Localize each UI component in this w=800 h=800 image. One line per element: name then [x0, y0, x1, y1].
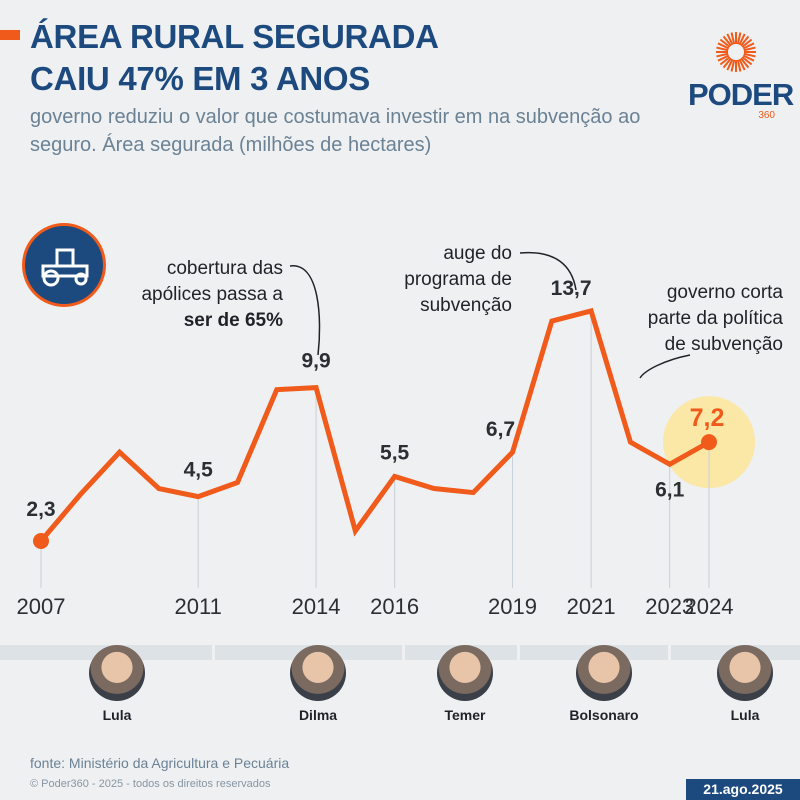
annotation-text: apólices passa a: [141, 284, 283, 305]
president-name: Lula: [102, 707, 132, 723]
president-temer: Temer: [410, 645, 520, 723]
date-badge: 21.ago.2025: [686, 779, 800, 800]
page-title: ÁREA RURAL SEGURADA CAIU 47% EM 3 ANOS: [30, 16, 439, 100]
source: fonte: Ministério da Agricultura e Pecuá…: [30, 755, 290, 771]
annotation-connector: [639, 354, 691, 379]
avatar: [576, 645, 632, 701]
data-label: 6,1: [655, 478, 685, 501]
annotation-text: cobertura das: [167, 258, 283, 279]
tractor-icon: [22, 223, 106, 307]
data-label: 5,5: [380, 441, 410, 464]
x-tick-label: 2014: [292, 594, 341, 619]
president-lula-2: Lula: [690, 645, 800, 723]
president-name: Temer: [444, 707, 486, 723]
president-name: Dilma: [298, 707, 338, 723]
avatar: [437, 645, 493, 701]
data-label: 9,9: [301, 350, 330, 373]
president-name: Lula: [730, 707, 760, 723]
president-dilma: Dilma: [263, 645, 373, 723]
x-tick-label: 2007: [17, 594, 66, 619]
x-tick-label: 2016: [370, 594, 419, 619]
data-label: 6,7: [486, 418, 515, 441]
x-tick-label: 2021: [567, 594, 616, 619]
avatar: [717, 645, 773, 701]
x-tick-label: 2024: [685, 594, 734, 619]
annotation-connector: [519, 251, 577, 291]
data-label: 4,5: [184, 459, 214, 482]
data-point: [33, 533, 49, 549]
president-name: Bolsonaro: [569, 707, 639, 723]
annotation-text: de subvenção: [665, 334, 783, 355]
data-point: [701, 434, 717, 451]
avatar: [290, 645, 346, 701]
sun-icon: [715, 32, 756, 72]
data-label: 2,3: [26, 498, 55, 521]
series-line: [39, 307, 711, 543]
annotation-connector: [289, 265, 321, 356]
annotation-text: programa de: [404, 269, 512, 290]
accent-bar: [0, 30, 20, 40]
logo-number: 360: [758, 110, 775, 121]
copyright: © Poder360 - 2025 - todos os direitos re…: [30, 778, 271, 790]
president-lula: Lula: [62, 645, 172, 723]
x-tick-label: 2019: [488, 594, 537, 619]
annotation-text: governo corta: [667, 282, 784, 303]
president-bolsonaro: Bolsonaro: [549, 645, 659, 723]
annotation-text: subvenção: [420, 295, 512, 316]
subtitle: governo reduziu o valor que costumava in…: [30, 106, 641, 156]
x-tick-label: 2023: [645, 594, 694, 619]
avatar: [89, 645, 145, 701]
logo-word: PODER: [688, 77, 794, 112]
annotation-text: auge do: [443, 243, 512, 264]
poder360-logo: PODER 360: [688, 30, 794, 121]
title-line-1: ÁREA RURAL SEGURADA: [30, 18, 439, 55]
data-label: 7,2: [690, 404, 725, 432]
x-tick-label: 2011: [175, 594, 222, 619]
annotation-text: parte da política: [648, 308, 784, 329]
annotation-text: ser de 65%: [184, 310, 283, 331]
data-label: 13,7: [551, 277, 592, 300]
title-line-2: CAIU 47% EM 3 ANOS: [30, 60, 370, 97]
